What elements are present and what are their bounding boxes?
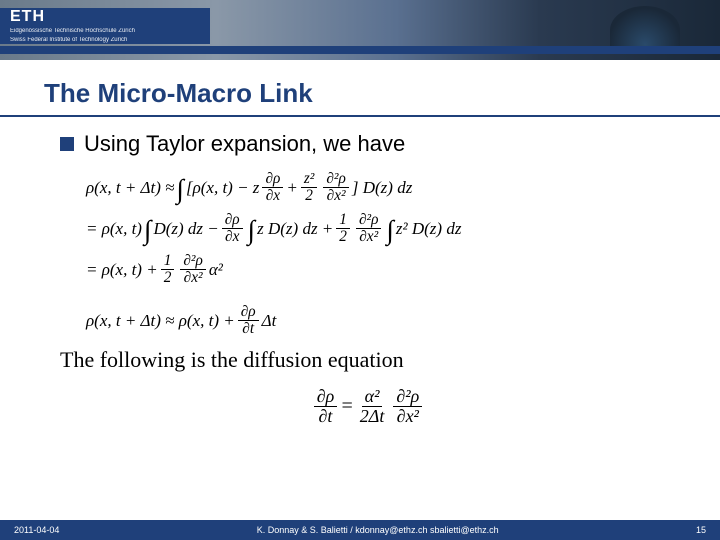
eq1-open: [ρ(x, t) − z (186, 178, 259, 198)
frac-den: ∂t (239, 321, 257, 337)
frac-num: ∂²ρ (180, 253, 206, 270)
frac-den: 2 (302, 188, 316, 204)
eq3-eq: = ρ(x, t) + (86, 260, 158, 280)
diffusion-equation: ∂ρ ∂t = α² 2Δt ∂²ρ ∂x² (60, 379, 676, 434)
frac-num: z² (301, 171, 318, 188)
eq4-lhs: ρ(x, t + Δt) ≈ ρ(x, t) + (86, 311, 235, 331)
eq1-close: ] D(z) dz (352, 178, 412, 198)
footer-page: 15 (696, 525, 706, 535)
eth-logo-sub2: Swiss Federal Institute of Technology Zu… (10, 37, 210, 44)
header-banner: ETH Eidgenössische Technische Hochschule… (0, 0, 720, 60)
footer-center: K. Donnay & S. Balietti / kdonnay@ethz.c… (59, 525, 696, 535)
frac-den: ∂x² (356, 229, 381, 245)
bullet-marker-icon (60, 137, 74, 151)
eq3-tail: α² (209, 260, 223, 280)
eq1-plus: + (286, 178, 297, 198)
integral-icon: ∫ (144, 215, 151, 246)
eq4-tail: Δt (262, 311, 277, 331)
eq1-lhs: ρ(x, t + Δt) ≈ (86, 178, 175, 198)
eq2-p1: D(z) dz − (153, 219, 218, 239)
integral-icon: ∫ (177, 174, 184, 205)
content-area: Using Taylor expansion, we have ρ(x, t +… (0, 117, 720, 520)
fraction: z² 2 (301, 171, 318, 204)
fraction: 1 2 (336, 212, 350, 245)
fraction: ∂²ρ ∂x² (323, 171, 349, 204)
blue-bar (0, 46, 720, 54)
frac-num: ∂ρ (314, 387, 338, 407)
frac-den: 2 (336, 229, 350, 245)
frac-num: 1 (336, 212, 350, 229)
math-block: ρ(x, t + Δt) ≈ ∫ [ρ(x, t) − z ∂ρ ∂x + z²… (86, 171, 676, 337)
frac-num: ∂²ρ (393, 387, 422, 407)
bullet-text: Using Taylor expansion, we have (84, 131, 405, 157)
frac-num: ∂²ρ (323, 171, 349, 188)
diff-mid: = (340, 395, 354, 418)
diffusion-eq-line: ∂ρ ∂t = α² 2Δt ∂²ρ ∂x² (311, 387, 426, 426)
frac-num: ∂ρ (222, 212, 243, 229)
equation-line-4: ρ(x, t + Δt) ≈ ρ(x, t) + ∂ρ ∂t Δt (86, 304, 676, 337)
footer-bar: 2011-04-04 K. Donnay & S. Balietti / kdo… (0, 520, 720, 540)
frac-num: ∂²ρ (356, 212, 382, 229)
frac-den: ∂x² (181, 270, 206, 286)
eq2-p2: z D(z) dz + (257, 219, 333, 239)
fraction: ∂²ρ ∂x² (356, 212, 382, 245)
frac-num: α² (362, 387, 383, 407)
frac-den: ∂x² (394, 407, 422, 426)
equation-line-1: ρ(x, t + Δt) ≈ ∫ [ρ(x, t) − z ∂ρ ∂x + z²… (86, 171, 676, 204)
subtext: The following is the diffusion equation (60, 347, 676, 373)
fraction: ∂ρ ∂t (238, 304, 259, 337)
equation-line-3: = ρ(x, t) + 1 2 ∂²ρ ∂x² α² (86, 253, 676, 286)
footer-date: 2011-04-04 (14, 525, 59, 535)
frac-den: 2Δt (357, 407, 388, 426)
fraction: ∂ρ ∂x (262, 171, 283, 204)
fraction: ∂ρ ∂x (222, 212, 243, 245)
eq2-eq: = ρ(x, t) (86, 219, 142, 239)
frac-den: 2 (161, 270, 175, 286)
fraction: ∂²ρ ∂x² (180, 253, 206, 286)
eth-logo: ETH Eidgenössische Technische Hochschule… (0, 8, 210, 44)
fraction: α² 2Δt (357, 387, 388, 426)
fraction: 1 2 (161, 253, 175, 286)
fraction: ∂²ρ ∂x² (393, 387, 422, 426)
page-title: The Micro-Macro Link (0, 60, 720, 109)
frac-num: ∂ρ (262, 171, 283, 188)
fraction: ∂ρ ∂t (314, 387, 338, 426)
frac-den: ∂x² (324, 188, 349, 204)
frac-num: 1 (161, 253, 175, 270)
frac-num: ∂ρ (238, 304, 259, 321)
eth-logo-text: ETH (10, 8, 210, 26)
eq2-p3: z² D(z) dz (396, 219, 462, 239)
equation-line-2: = ρ(x, t) ∫ D(z) dz − ∂ρ ∂x ∫ z D(z) dz … (86, 212, 676, 245)
frac-den: ∂x (222, 229, 242, 245)
integral-icon: ∫ (386, 215, 393, 246)
frac-den: ∂x (263, 188, 283, 204)
frac-den: ∂t (316, 407, 336, 426)
eth-logo-sub1: Eidgenössische Technische Hochschule Zür… (10, 28, 210, 35)
integral-icon: ∫ (248, 215, 255, 246)
bullet-item: Using Taylor expansion, we have (60, 131, 676, 157)
